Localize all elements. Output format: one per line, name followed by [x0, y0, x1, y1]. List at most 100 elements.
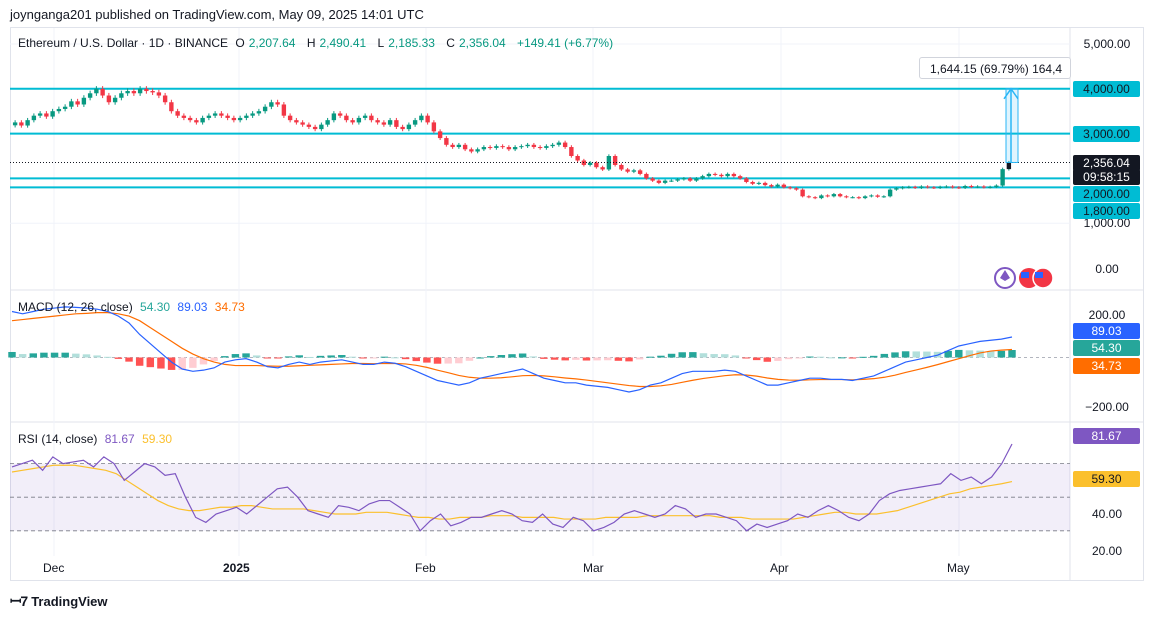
macd-line [11, 306, 1013, 393]
macd-histogram-bar [146, 357, 155, 368]
symbol-name[interactable]: Ethereum / U.S. Dollar · 1D · BINANCE [18, 36, 229, 50]
candle-body [712, 173, 718, 175]
macd-histogram-bar [572, 357, 580, 360]
candle-body [769, 185, 774, 187]
candle-body [900, 187, 905, 189]
countdown-tag: 09:58:15 [1073, 169, 1140, 185]
candle-body [231, 117, 237, 121]
candle-body [31, 115, 37, 121]
candle-body [281, 104, 287, 116]
macd-histogram-bar [412, 357, 420, 362]
candle-body [656, 180, 662, 183]
open-value: 2,207.64 [248, 36, 296, 50]
candle-body [412, 120, 418, 125]
price-axis-label: 1,000.00 [1083, 216, 1131, 230]
candle-body [262, 106, 268, 112]
candle-body [269, 102, 274, 107]
rsi-value-tag: 81.67 [1073, 428, 1140, 444]
candle-body [762, 182, 768, 186]
macd-histogram-bar [348, 356, 357, 358]
rsi-line [11, 443, 1013, 532]
candle-body [206, 115, 212, 118]
candle-body [644, 173, 649, 179]
macd-histogram-bar [189, 357, 197, 368]
candle-body [400, 126, 405, 130]
candle-body [750, 181, 755, 184]
candle-body [300, 122, 305, 125]
time-label-mar: Mar [583, 561, 604, 575]
candle-body [944, 186, 949, 188]
macd-axis-label: 200.00 [1088, 308, 1126, 322]
candle-body [912, 186, 918, 188]
candle-body [75, 101, 80, 105]
macd-histogram-bar [550, 357, 559, 360]
price-pane [10, 86, 1070, 200]
macd-label[interactable]: MACD (12, 26, close) [18, 300, 133, 314]
macd-histogram-bar [923, 351, 931, 358]
macd-histogram-bar [40, 352, 48, 358]
candle-body [94, 88, 99, 94]
macd-histogram-bar [667, 353, 676, 358]
measure-range [1005, 88, 1019, 163]
candle-body [381, 122, 387, 125]
candle-body [425, 115, 430, 123]
macd-histogram-bar [721, 354, 729, 358]
candle-body [12, 122, 18, 126]
candle-body [100, 88, 105, 96]
macd-histogram-bar [582, 357, 591, 361]
time-label-dec: Dec [43, 561, 65, 575]
candle-body [556, 142, 562, 145]
candle-body [631, 170, 637, 172]
macd-histogram-bar [976, 350, 984, 358]
candle-body [487, 147, 493, 149]
candle-body [625, 169, 630, 172]
macd-histogram-bar [306, 356, 314, 358]
candle-body [331, 113, 337, 121]
rsi-label[interactable]: RSI (14, close) [18, 432, 98, 446]
candle-body [906, 186, 912, 188]
change-value: +149.41 (+6.77%) [517, 36, 614, 50]
candle-body [506, 147, 512, 150]
macd-histogram-bar [848, 357, 857, 359]
macd-histogram-bar [614, 357, 623, 361]
candle-body [37, 113, 43, 116]
macd-signal-line [11, 312, 1013, 388]
candle-body [194, 120, 199, 123]
rsi-pane [10, 443, 1070, 532]
candle-body [925, 186, 930, 188]
level-tag-2000[interactable]: 2,000.00 [1073, 186, 1140, 202]
currency-flags-icon[interactable] [993, 266, 1057, 290]
high-value: 2,490.41 [319, 36, 367, 50]
candle-body [981, 186, 987, 188]
time-label-apr: Apr [770, 561, 789, 575]
macd-histogram-bar [423, 357, 431, 363]
level-tag-1800[interactable]: 1,800.00 [1073, 203, 1140, 219]
level-tag-3000[interactable]: 3,000.00 [1073, 126, 1140, 142]
macd-histogram-bar [795, 357, 803, 359]
macd-histogram-bar [869, 355, 878, 358]
macd-histogram-bar [816, 356, 825, 358]
measure-arrow-head [1003, 87, 1019, 100]
time-label-feb: Feb [415, 561, 436, 575]
macd-histogram-bar [50, 352, 59, 358]
candle-body [687, 178, 693, 181]
candle-body [531, 144, 537, 148]
tradingview-brand: TradingView [31, 594, 108, 609]
macd-hist-tag: 54.30 [1073, 340, 1140, 356]
macd-histogram-bar [880, 353, 889, 358]
level-tag-4000[interactable]: 4,000.00 [1073, 81, 1140, 97]
candle-body [375, 120, 380, 123]
candle-body [837, 194, 843, 197]
candle-body [181, 115, 187, 118]
tradingview-logo[interactable]: ꟷ7 TradingView [10, 592, 108, 611]
candle-body [919, 186, 924, 188]
candle-body [519, 146, 524, 148]
macd-histogram-bar [827, 357, 835, 359]
close-label: C [446, 36, 455, 50]
candle-body [781, 184, 787, 188]
macd-histogram-bar [891, 352, 899, 358]
candle-body [462, 144, 468, 150]
macd-histogram-bar [997, 350, 1006, 358]
